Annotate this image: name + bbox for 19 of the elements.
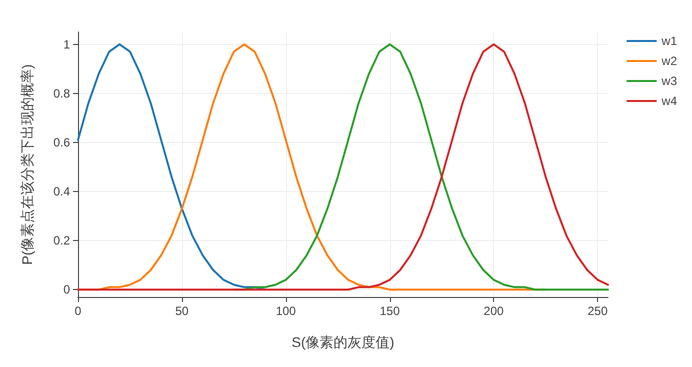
line-series [77,43,266,291]
y-tick-label: 1 [63,37,70,52]
x-axis-title: S(像素的灰度值) [292,334,394,350]
y-tick-label: 0 [63,282,70,297]
x-tick-label: 100 [276,304,296,318]
x-tick-label: 250 [588,304,608,318]
x-tick-label: 0 [74,304,82,318]
x-tick-label: 200 [484,304,504,318]
x-tick-label: 50 [175,304,189,318]
legend-label: w3 [660,74,678,88]
y-tick-label: 0.6 [53,135,70,150]
y-tick-label: 0.2 [53,234,70,248]
y-tick-label: 0.4 [53,184,70,198]
y-tick-label: 0.8 [53,86,70,100]
legend-label: w4 [660,94,678,108]
legend-label: w2 [660,54,678,68]
legend-label: w1 [660,34,678,48]
x-tick-label: 150 [380,304,400,318]
y-axis-title: P(像素点在该分类下出现的概率) [19,64,35,265]
